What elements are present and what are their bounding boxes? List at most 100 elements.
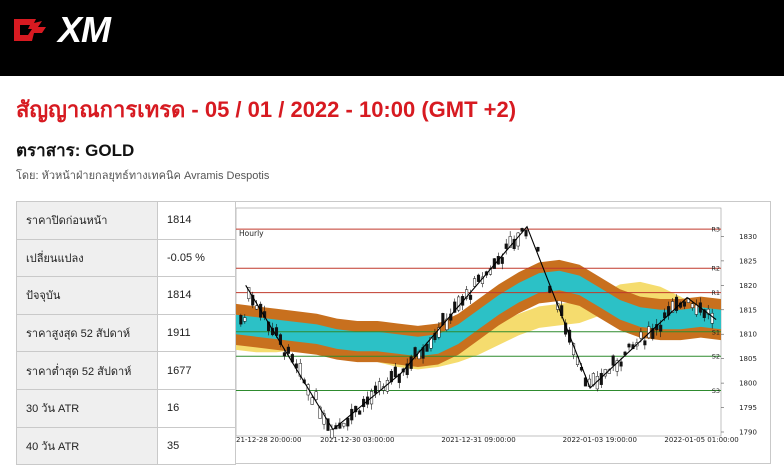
level-label: R2 (711, 265, 720, 273)
level-label: S3 (712, 387, 720, 395)
instrument-label: ตราสาร: GOLD (16, 141, 135, 160)
candle-body (619, 361, 623, 367)
candle-body (659, 324, 663, 332)
stat-value: 35 (157, 426, 236, 466)
candle-body (251, 294, 255, 306)
candle-body (508, 236, 512, 248)
candle-body (346, 417, 350, 427)
candle-body (318, 406, 322, 419)
candle-body (445, 318, 449, 331)
candle-body (437, 327, 441, 338)
candle-body (674, 296, 679, 311)
stat-value: 1814 (157, 276, 236, 315)
level-label: R3 (711, 226, 720, 234)
candle-body (282, 352, 286, 357)
x-tick-label: 21-12-28 20:00:00 (236, 436, 301, 444)
bull-icon (14, 19, 46, 41)
header-bar: XM (0, 0, 784, 76)
candle-body (710, 313, 714, 324)
stat-value: 16 (157, 388, 236, 428)
stat-value: 1677 (157, 351, 236, 390)
candle-body (694, 304, 698, 315)
candle-body (243, 317, 247, 322)
stat-label: ราคาต่ำสุด 52 สัปดาห์ (16, 351, 158, 390)
table-row: ราคาปิดก่อนหน้า 1814 (16, 201, 236, 240)
y-tick-label: 1820 (739, 282, 757, 290)
candle-body (643, 340, 647, 346)
candle-body (504, 243, 508, 249)
stat-label: 40 วัน ATR (16, 426, 158, 466)
candle-body (671, 301, 675, 313)
candle-body (342, 422, 346, 427)
candle-body (611, 355, 615, 366)
candle-body (267, 321, 271, 332)
candle-body (453, 301, 457, 313)
x-tick-label: 2022-01-05 01:00:00 (664, 436, 738, 444)
y-tick-label: 1810 (739, 331, 757, 339)
stat-label: ราคาปิดก่อนหน้า (16, 201, 158, 240)
stats-table: ราคาปิดก่อนหน้า 1814 เปลี่ยนแปลง -0.05 % ป… (16, 201, 236, 466)
candle-body (330, 429, 334, 439)
candle-body (682, 301, 687, 307)
candle-body (393, 366, 397, 378)
candle-body (465, 289, 469, 299)
table-row: 40 วัน ATR 35 (16, 426, 236, 466)
y-tick-label: 1790 (739, 429, 757, 437)
candle-body (615, 360, 619, 372)
y-tick-label: 1795 (739, 404, 757, 412)
candle-body (476, 274, 481, 282)
table-row: 30 วัน ATR 16 (16, 388, 236, 428)
y-tick-label: 1825 (739, 257, 757, 265)
stat-label: 30 วัน ATR (16, 388, 158, 428)
table-row: ราคาต่ำสุด 52 สัปดาห์ 1677 (16, 351, 236, 390)
price-chart: Hourly 1790 1795 1800 1805 1810 1815 1820 1825 18… (236, 201, 771, 464)
candle-body (326, 418, 330, 431)
candle-body (377, 381, 382, 391)
candle-body (524, 230, 528, 237)
stat-value: -0.05 % (157, 238, 236, 278)
author-byline: โดย: หัวหน้าฝ่ายกลยุทธ์ทางเทคนิค Avramis… (16, 170, 270, 182)
y-tick-label: 1830 (739, 233, 757, 241)
candle-body (373, 385, 378, 394)
candle-body (690, 303, 694, 308)
teal-band (236, 270, 721, 357)
stat-value: 1814 (157, 201, 236, 240)
candle-body (405, 363, 409, 375)
xm-logo[interactable]: XM (12, 9, 111, 50)
chart-svg: Hourly 1790 1795 1800 1805 1810 1815 1820 1825 18… (236, 207, 757, 444)
x-tick-label: 2021-12-30 03:00:00 (320, 436, 394, 444)
table-row: ราคาสูงสุด 52 สัปดาห์ 1911 (16, 313, 236, 353)
candle-body (651, 328, 655, 339)
candle-body (425, 343, 429, 352)
candle-body (255, 305, 259, 310)
stat-label: ราคาสูงสุด 52 สัปดาห์ (16, 313, 158, 353)
candle-body (583, 377, 587, 387)
candle-body (314, 391, 318, 400)
candle-body (536, 246, 540, 252)
candle-body (702, 309, 706, 318)
stat-label: ปัจจุบัน (16, 276, 158, 315)
candle-body (591, 373, 595, 386)
timeframe-label: Hourly (239, 229, 264, 238)
table-row: ปัจจุบัน 1814 (16, 276, 236, 315)
level-label: S2 (712, 353, 720, 361)
level-label: S1 (712, 328, 720, 336)
candle-body (239, 314, 243, 325)
candle-body (472, 278, 477, 287)
brand-name: XM (58, 9, 111, 50)
level-label: R1 (711, 289, 720, 297)
x-tick-label: 2022-01-03 19:00:00 (563, 436, 637, 444)
candle-body (310, 397, 314, 405)
page-title: สัญญาณการเทรด - 05 / 01 / 2022 - 10:00 (… (16, 97, 517, 122)
candle-body (627, 343, 631, 348)
stat-value: 1911 (157, 313, 236, 353)
candle-body (457, 296, 461, 311)
candle-body (520, 228, 524, 232)
y-tick-label: 1815 (739, 306, 757, 314)
stat-label: เปลี่ยนแปลง (16, 238, 158, 278)
candle-body (469, 294, 473, 300)
candle-body (358, 410, 362, 415)
candle-body (516, 232, 520, 247)
x-tick-label: 2021-12-31 09:00:00 (441, 436, 515, 444)
zigzag-line (245, 225, 717, 431)
